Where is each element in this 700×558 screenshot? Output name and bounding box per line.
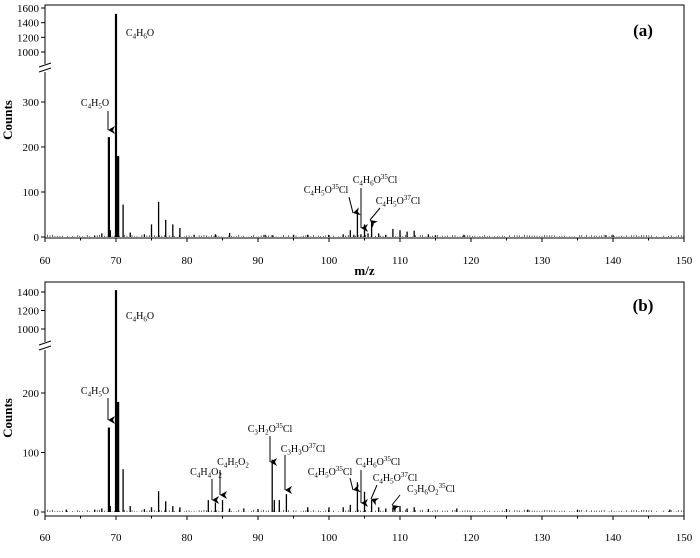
x-tick-label: 150	[676, 255, 693, 267]
chart-panel-a: 60 70 80 90 100 110 120 130 140 150 0 100 200 300 1000…	[0, 3, 693, 278]
x-tick-label: 90	[253, 255, 265, 267]
y-tick-label: 1200	[17, 32, 40, 44]
x-tick-label: 120	[463, 532, 480, 544]
y-tick-label: 1000	[17, 47, 40, 59]
panel-label: (b)	[633, 296, 654, 315]
panel-label: (a)	[633, 21, 653, 40]
x-tick-label: 110	[392, 255, 409, 267]
x-tick-label: 70	[111, 532, 123, 544]
axis-break-mark	[38, 340, 52, 346]
peak-annotation: C4H6O	[126, 28, 154, 41]
peak-annotation: C4H6O	[126, 311, 154, 324]
y-tick-label: 1200	[17, 306, 40, 318]
peak-annotation: C4H5O35Cl	[304, 183, 349, 198]
peak-annotation: C4H4O2	[190, 467, 222, 480]
x-tick-label: 100	[321, 532, 338, 544]
peak-annotation: C4H5O2	[217, 457, 249, 470]
annotation-arrow	[348, 196, 361, 216]
annotation-arrow	[391, 494, 401, 513]
x-tick-label: 60	[40, 255, 52, 267]
plot-frame	[44, 4, 685, 239]
x-tick-label: 140	[605, 255, 622, 267]
y-tick-label: 0	[34, 507, 40, 519]
y-tick-label: 1400	[17, 18, 40, 30]
axis-break-gap	[39, 64, 51, 72]
peak-annotation: C3H3O37Cl	[281, 442, 326, 457]
x-tick-label: 140	[605, 532, 622, 544]
x-tick-label: 130	[534, 255, 551, 267]
annotation-arrow	[370, 484, 380, 506]
x-axis-label: m/z	[354, 263, 374, 278]
axis-break-gap	[39, 342, 51, 350]
y-tick-label: 1600	[17, 3, 40, 15]
y-tick-label: 100	[23, 187, 40, 199]
y-tick-label: 200	[23, 142, 40, 154]
axis-break-mark	[38, 345, 52, 351]
y-tick-label: 1000	[17, 324, 40, 336]
y-axis-label: Counts	[0, 100, 15, 140]
x-tick-label: 150	[676, 532, 693, 544]
x-tick-label: 70	[111, 255, 123, 267]
x-tick-label: 80	[182, 255, 194, 267]
peak-annotation: C4H5O37Cl	[376, 194, 421, 209]
peak-annotation: C3H6O235Cl	[407, 482, 455, 497]
peak-annotation: C4H6O35Cl	[356, 455, 401, 470]
x-tick-label: 60	[40, 532, 52, 544]
peak-annotation: C4H5O35Cl	[308, 465, 353, 480]
peak-annotation: C3H2O35Cl	[248, 422, 293, 437]
x-tick-label: 120	[463, 255, 480, 267]
annotation-arrow	[349, 477, 361, 493]
y-tick-label: 1400	[17, 287, 40, 299]
x-tick-label: 110	[392, 532, 409, 544]
x-tick-label: 90	[253, 532, 265, 544]
peak-annotation: C4H5O37Cl	[373, 471, 418, 486]
peak-annotation: C4H6O35Cl	[353, 173, 398, 188]
x-tick-label: 130	[534, 532, 551, 544]
x-tick-label: 80	[182, 532, 194, 544]
x-tick-label: 100	[321, 255, 338, 267]
chart-panel-b: 60 70 80 90 100 110 120 130 140 150 0 100 200 1000 120…	[0, 281, 693, 544]
y-tick-label: 100	[23, 448, 40, 460]
y-tick-label: 200	[23, 388, 40, 400]
y-tick-label: 0	[34, 232, 40, 244]
axis-break-mark	[38, 67, 52, 73]
peak-annotation: C4H5O	[81, 386, 109, 399]
annotation-arrow	[369, 207, 381, 228]
y-tick-label: 300	[23, 97, 40, 109]
peak-annotation: C4H5O	[81, 98, 109, 111]
y-axis-label: Counts	[0, 398, 15, 438]
axis-break-mark	[38, 62, 52, 68]
